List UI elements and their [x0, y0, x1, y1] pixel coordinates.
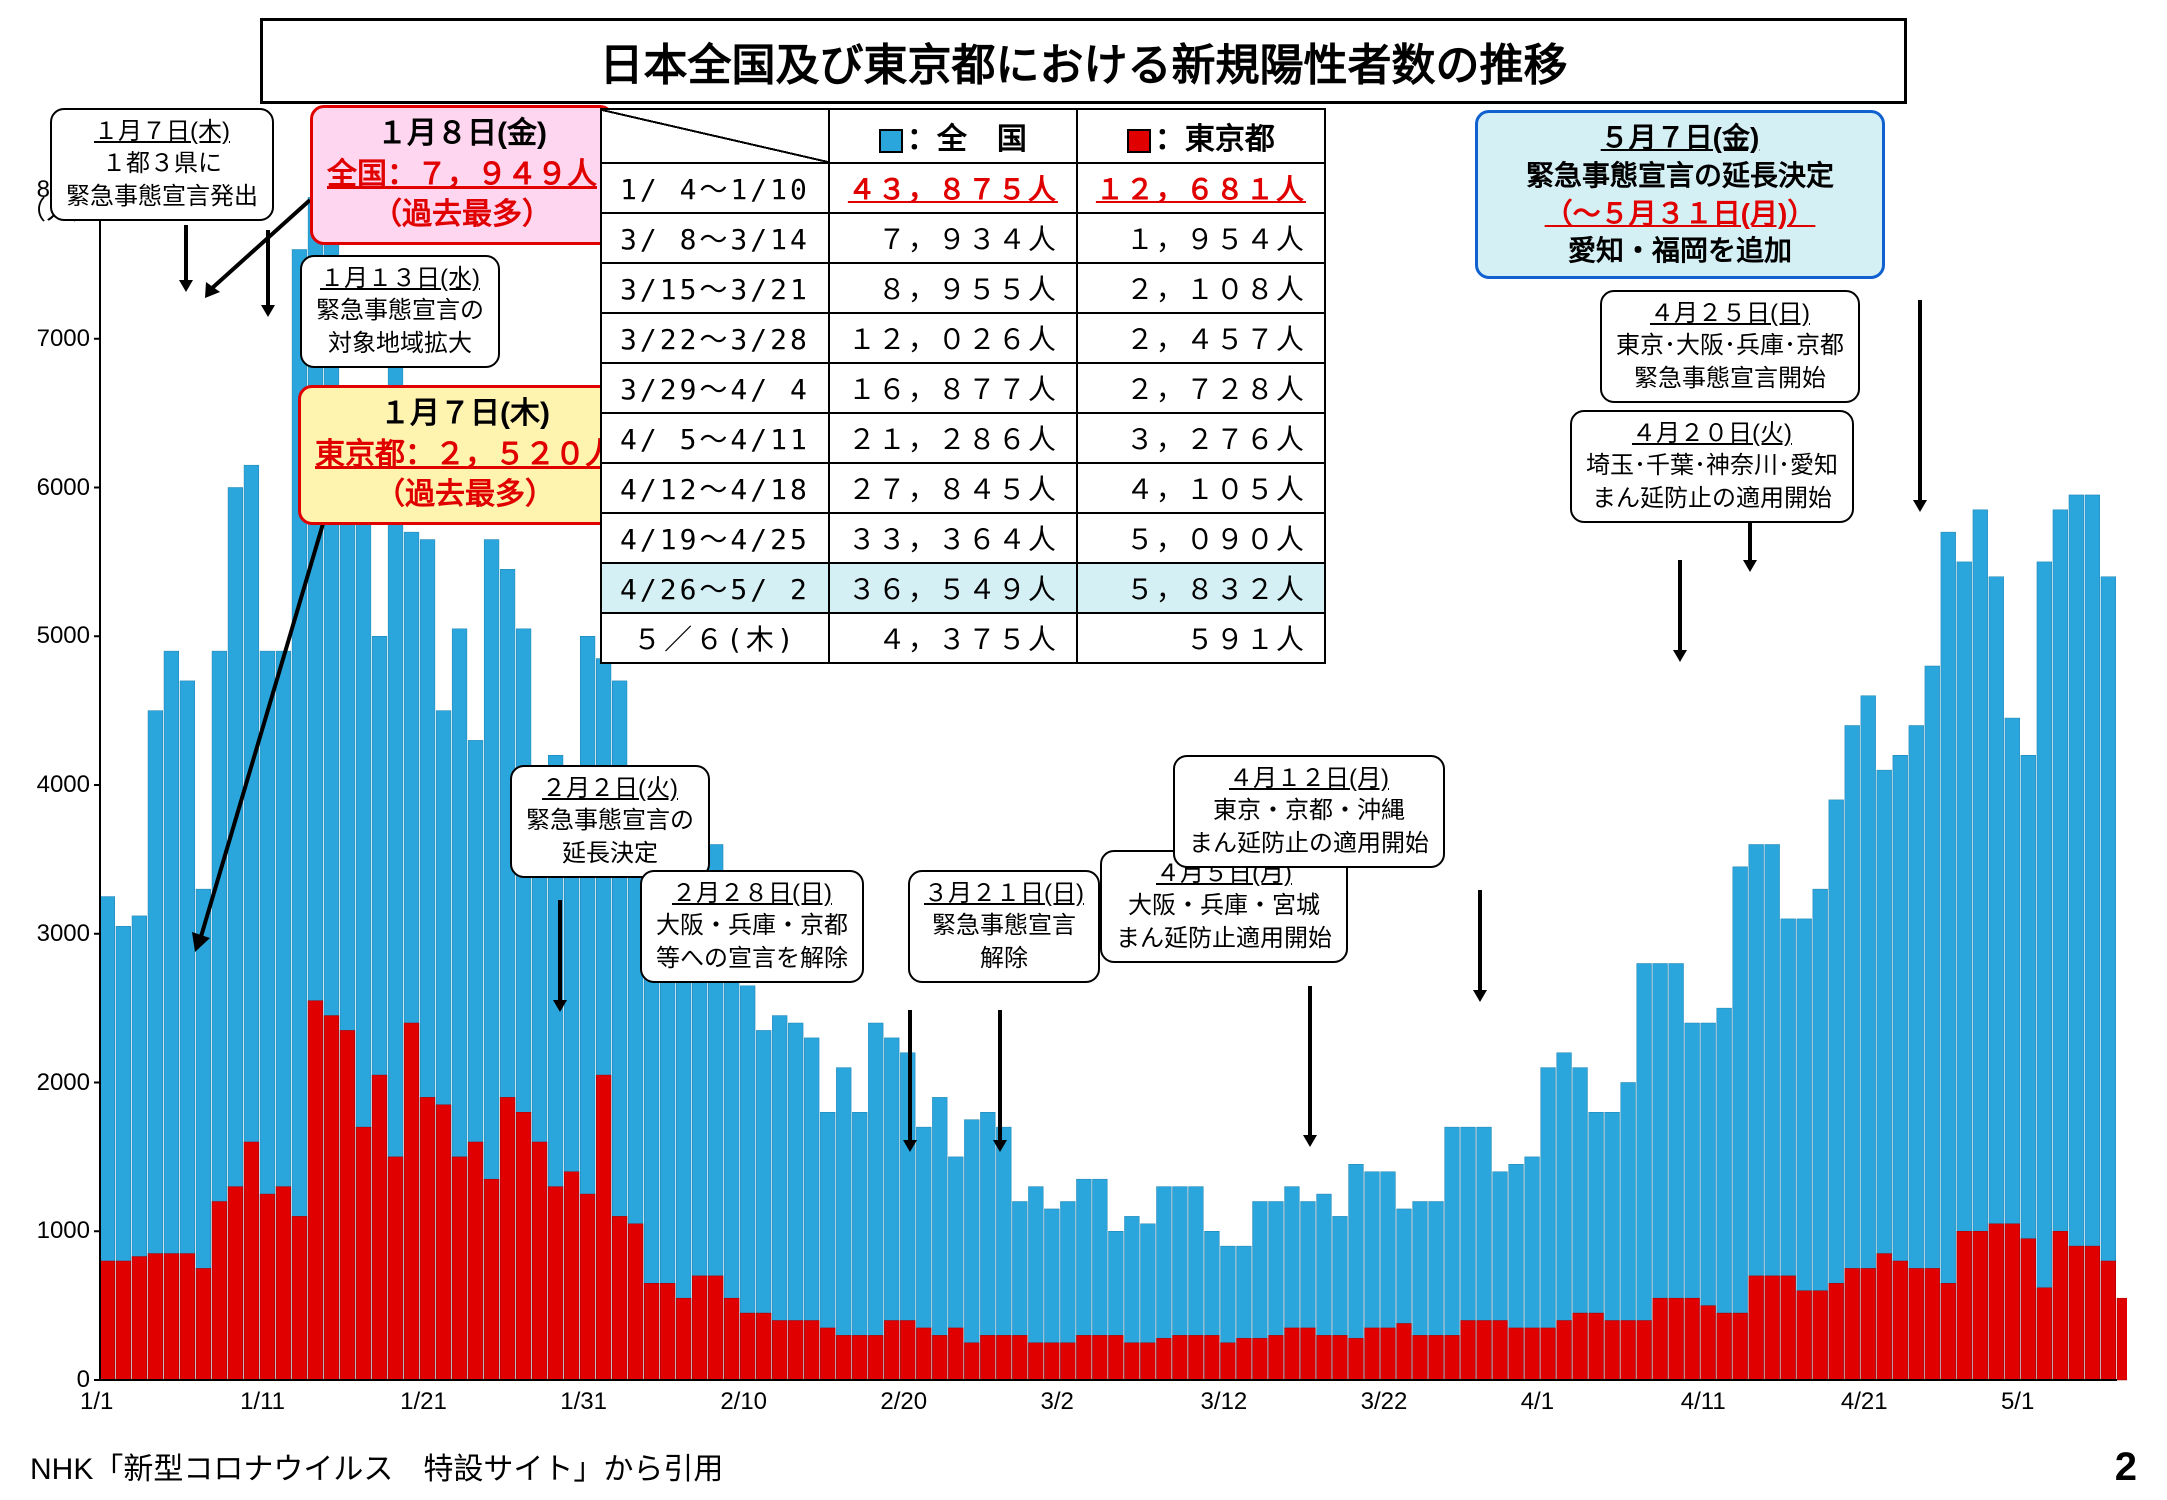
y-tick: 5000 [20, 622, 90, 650]
y-tick: 3000 [20, 920, 90, 948]
table-corner [601, 109, 829, 163]
callout-apr25: ４月２５日(日) 東京･大阪･兵庫･京都緊急事態宣言開始 [1600, 290, 1860, 403]
table-row: 4/12～4/18２７，８４５人４，１０５人 [601, 463, 1325, 513]
legend-data-table: ：全 国 ：東京都 1/ 4～1/10４３，８７５人１２，６８１人3/ 8～3/… [600, 108, 1326, 664]
table-row: 4/ 5～4/11２１，２８６人３，２７６人 [601, 413, 1325, 463]
legend-tokyo: ：東京都 [1077, 109, 1325, 163]
x-tick: 4/11 [1681, 1388, 1726, 1416]
callout-feb28: ２月２８日(日) 大阪・兵庫・京都等への宣言を解除 [640, 870, 864, 983]
y-tick: 2000 [20, 1069, 90, 1097]
y-tick: 7000 [20, 325, 90, 353]
callout-jan7: １月７日(木) １都３県に緊急事態宣言発出 [50, 108, 274, 221]
callout-jan7-tokyo-peak: １月７日(木) 東京都：２，５２０人 （過去最多） [298, 385, 632, 525]
callout-feb2: ２月２日(火) 緊急事態宣言の延長決定 [510, 765, 710, 878]
x-tick: 5/1 [2001, 1388, 2034, 1416]
x-tick: 4/1 [1521, 1388, 1554, 1416]
table-row: 3/15～3/21８，９５５人２，１０８人 [601, 263, 1325, 313]
x-tick: 3/12 [1201, 1388, 1248, 1416]
callout-jan13: １月１３日(水) 緊急事態宣言の対象地域拡大 [300, 255, 500, 368]
x-tick: 1/31 [560, 1388, 607, 1416]
x-tick: 2/20 [880, 1388, 927, 1416]
source-citation: NHK「新型コロナウイルス 特設サイト」から引用 [30, 1444, 723, 1488]
callout-mar21: ３月２１日(日) 緊急事態宣言解除 [908, 870, 1100, 983]
main-title: 日本全国及び東京都における新規陽性者数の推移 [260, 18, 1907, 104]
callout-apr20: ４月２０日(火) 埼玉･千葉･神奈川･愛知まん延防止の適用開始 [1570, 410, 1854, 523]
table-row: 4/19～4/25３３，３６４人５，０９０人 [601, 513, 1325, 563]
y-tick: 1000 [20, 1217, 90, 1245]
x-tick: 1/1 [80, 1388, 113, 1416]
x-tick: 1/11 [240, 1388, 285, 1416]
callout-jan8-national-peak: １月８日(金) 全国：７，９４９人 （過去最多） [310, 105, 614, 245]
table-row: 3/22～3/28１２，０２６人２，４５７人 [601, 313, 1325, 363]
x-tick: 4/21 [1841, 1388, 1888, 1416]
y-tick: 6000 [20, 474, 90, 502]
table-row: 1/ 4～1/10４３，８７５人１２，６８１人 [601, 163, 1325, 213]
table-row: 4/26～5/ 2３６，５４９人５，８３２人 [601, 563, 1325, 613]
callout-apr12: ４月１２日(月) 東京・京都・沖縄まん延防止の適用開始 [1173, 755, 1445, 868]
table-row: 3/29～4/ 4１６，８７７人２，７２８人 [601, 363, 1325, 413]
x-tick: 2/10 [720, 1388, 767, 1416]
legend-national: ：全 国 [829, 109, 1077, 163]
callout-may7-extension: ５月７日(金) 緊急事態宣言の延長決定 （～５月３１日(月)） 愛知・福岡を追加 [1475, 110, 1885, 279]
y-tick: 4000 [20, 771, 90, 799]
table-row: 3/ 8～3/14７，９３４人１，９５４人 [601, 213, 1325, 263]
table-row: ５／６(木)４，３７５人５９１人 [601, 613, 1325, 663]
x-tick: 3/22 [1361, 1388, 1408, 1416]
x-tick: 3/2 [1040, 1388, 1073, 1416]
page-number: 2 [2115, 1445, 2137, 1490]
x-tick: 1/21 [400, 1388, 447, 1416]
